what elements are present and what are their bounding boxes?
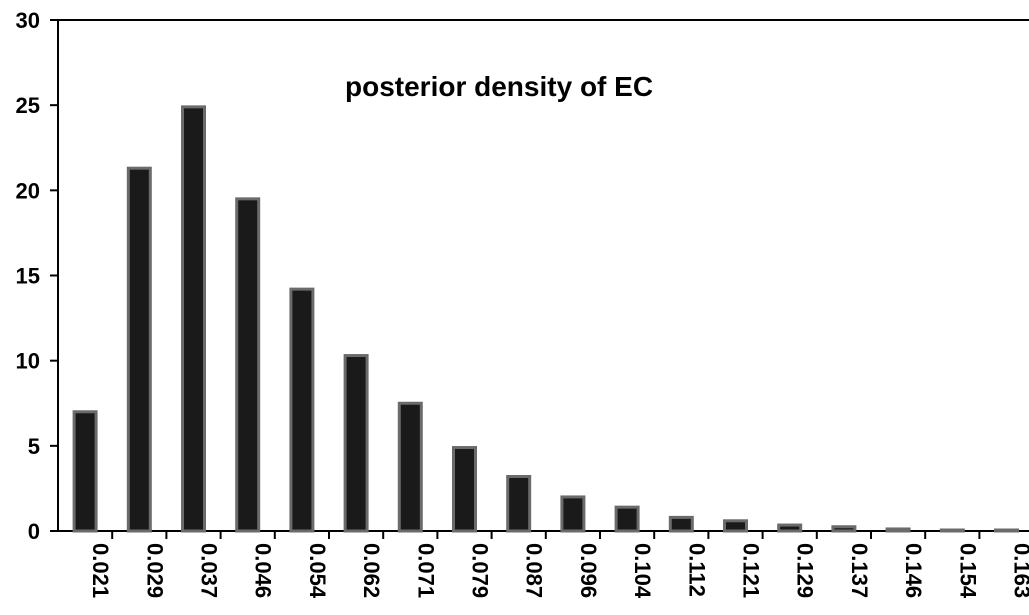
bar-0.037: [181, 105, 206, 533]
x-tick-label: 0.112: [684, 543, 709, 597]
chart-title: posterior density of EC: [345, 71, 653, 102]
bars-group: [72, 105, 1019, 533]
bar-0.112: [668, 515, 694, 533]
x-tick-label: 0.054: [305, 543, 330, 599]
x-tick-label: 0.029: [142, 543, 167, 598]
bar-0.021: [72, 410, 98, 533]
bar-0.129: [777, 523, 803, 533]
x-tick-label: 0.087: [522, 543, 547, 598]
bar-0.062: [343, 354, 369, 533]
x-tick-label: 0.104: [630, 543, 655, 599]
x-tick-label: 0.163: [1010, 543, 1029, 598]
x-tick-label: 0.071: [413, 543, 438, 598]
x-tick-label: 0.146: [901, 543, 926, 598]
bar-0.121: [723, 519, 748, 533]
y-axis: 0 5 10 15 20 25 30: [16, 8, 58, 544]
x-tick-label: 0.121: [739, 543, 764, 598]
x-tick-label: 0.129: [793, 543, 818, 598]
y-tick-label: 30: [16, 8, 40, 33]
y-tick-label: 5: [28, 434, 40, 459]
x-tick-label: 0.154: [955, 543, 980, 599]
x-tick-label: 0.021: [88, 543, 113, 598]
y-tick-label: 15: [16, 264, 40, 289]
bar-0.029: [126, 166, 152, 533]
y-tick-label: 25: [16, 93, 40, 118]
x-axis: 0.021 0.029 0.037 0.046 0.054 0.062 0.071 0.079…: [88, 531, 1029, 599]
bar-0.104: [614, 505, 640, 533]
bar-0.079: [452, 446, 477, 533]
y-tick-label: 10: [16, 349, 40, 374]
y-tick-label: 0: [28, 519, 40, 544]
bar-0.146: [885, 527, 911, 533]
bar-0.087: [506, 474, 532, 533]
bar-0.046: [235, 197, 261, 533]
x-tick-label: 0.137: [847, 543, 872, 598]
bar-0.137: [831, 525, 857, 533]
bar-0.071: [397, 401, 423, 533]
x-tick-label: 0.046: [251, 543, 276, 598]
bar-0.054: [289, 287, 315, 533]
y-tick-label: 20: [16, 178, 40, 203]
bar-0.163: [994, 528, 1019, 533]
x-tick-label: 0.062: [359, 543, 384, 598]
bar-0.154: [939, 528, 965, 533]
bar-0.096: [560, 495, 586, 533]
x-tick-label: 0.037: [197, 543, 222, 598]
x-tick-label: 0.096: [576, 543, 601, 598]
x-tick-label: 0.079: [468, 543, 493, 598]
